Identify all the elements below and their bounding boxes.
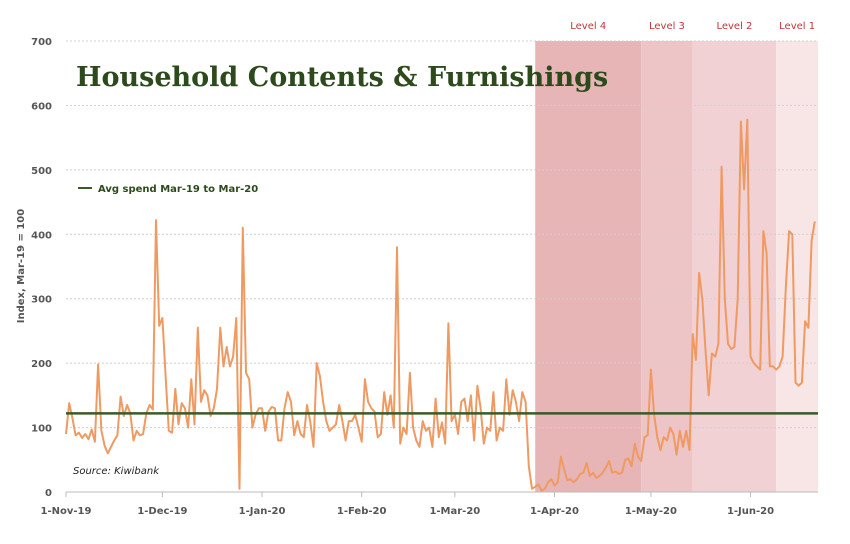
chart-title: Household Contents & Furnishings [76, 62, 608, 93]
level-label: Level 3 [649, 21, 685, 32]
x-tick-label: 1-Dec-19 [137, 506, 187, 517]
x-tick-label: 1-Mar-20 [429, 506, 480, 517]
x-tick-label: 1-May-20 [625, 506, 677, 517]
y-axis-label: Index, Mar-19 = 100 [16, 209, 27, 323]
level-band-2 [692, 41, 777, 492]
x-tick-label: 1-Nov-19 [41, 506, 92, 517]
level-label: Level 4 [570, 21, 606, 32]
x-tick-label: 1-Feb-20 [337, 506, 387, 517]
level-band-3 [641, 41, 693, 492]
y-tick-label: 500 [31, 166, 52, 177]
y-tick-label: 0 [45, 488, 52, 499]
y-axis-ticks: 0 100 200 300 400 500 600 700 [31, 37, 52, 499]
y-tick-label: 400 [31, 230, 52, 241]
x-tick-label: 1-Jun-20 [727, 506, 774, 517]
legend-label-avg: Avg spend Mar-19 to Mar-20 [98, 184, 258, 195]
level-band-4 [535, 41, 642, 492]
y-tick-label: 200 [31, 359, 52, 370]
level-label: Level 2 [716, 21, 752, 32]
source-note: Source: Kiwibank [73, 466, 160, 477]
series-line-daily-spend [65, 118, 816, 492]
y-tick-label: 300 [31, 295, 52, 306]
level-band-1 [776, 41, 818, 492]
y-tick-label: 700 [31, 37, 52, 48]
y-tick-label: 100 [31, 424, 52, 435]
level-label: Level 1 [779, 21, 815, 32]
y-tick-label: 600 [31, 101, 52, 112]
series-layer [65, 118, 818, 492]
x-axis-ticks: 1-Nov-19 1-Dec-19 1-Jan-20 1-Feb-20 1-Mar-20… [41, 492, 774, 517]
x-tick-label: 1-Jan-20 [239, 506, 286, 517]
x-tick-label: 1-Apr-20 [530, 506, 579, 517]
